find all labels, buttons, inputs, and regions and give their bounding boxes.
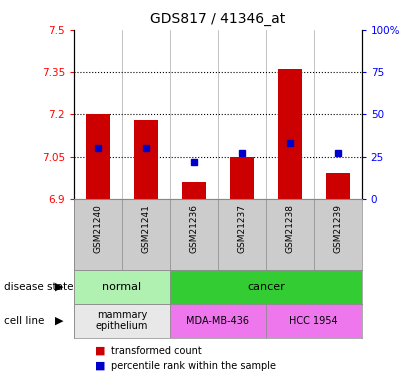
Text: cell line: cell line [4, 316, 44, 326]
Text: MDA-MB-436: MDA-MB-436 [186, 316, 249, 326]
Text: ■: ■ [95, 361, 105, 370]
Bar [86, 114, 110, 199]
Text: cancer: cancer [247, 282, 285, 292]
Text: transformed count: transformed count [111, 346, 202, 355]
Bar [230, 156, 254, 199]
Bar [182, 182, 206, 199]
Bar [74, 270, 170, 304]
Text: disease state: disease state [4, 282, 74, 292]
Text: HCC 1954: HCC 1954 [289, 316, 338, 326]
Bar [134, 120, 158, 199]
Text: percentile rank within the sample: percentile rank within the sample [111, 361, 276, 370]
Bar [170, 270, 362, 304]
Title: GDS817 / 41346_at: GDS817 / 41346_at [150, 12, 286, 26]
Text: ■: ■ [95, 346, 105, 355]
Text: ▶: ▶ [55, 282, 64, 292]
Bar [170, 304, 266, 338]
Text: GSM21238: GSM21238 [285, 204, 294, 254]
Bar [278, 69, 302, 199]
Text: normal: normal [102, 282, 141, 292]
Text: ▶: ▶ [55, 316, 64, 326]
Bar [74, 304, 170, 338]
Text: mammary
epithelium: mammary epithelium [96, 310, 148, 332]
Bar [326, 173, 350, 199]
Text: GSM21237: GSM21237 [237, 204, 246, 254]
Text: GSM21239: GSM21239 [333, 204, 342, 254]
Text: GSM21240: GSM21240 [93, 204, 102, 254]
Text: GSM21241: GSM21241 [141, 204, 150, 254]
Bar [266, 304, 362, 338]
Text: GSM21236: GSM21236 [189, 204, 199, 254]
